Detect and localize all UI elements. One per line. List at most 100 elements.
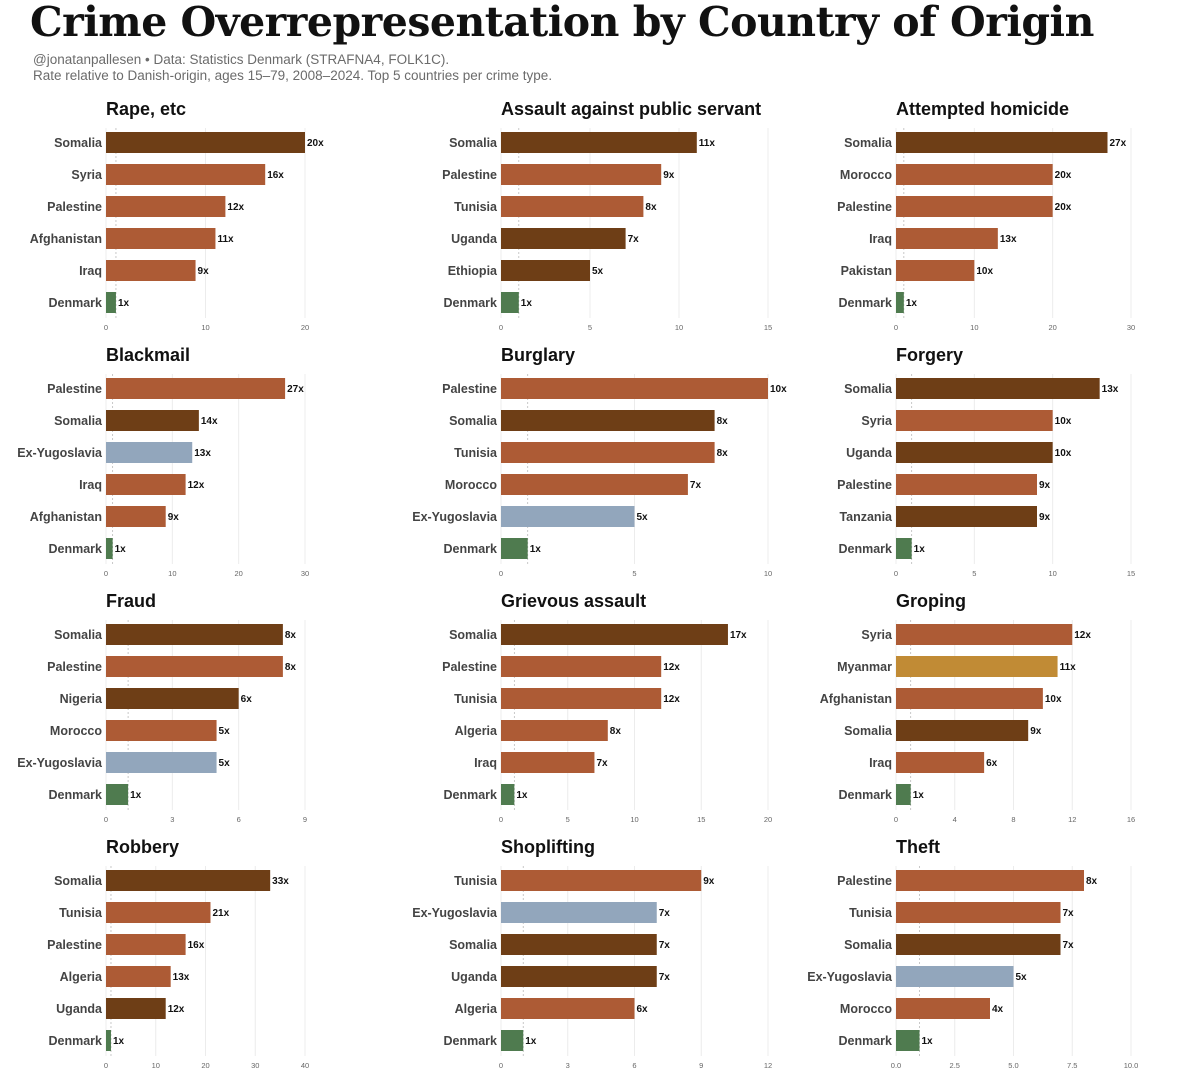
bar-uganda (106, 998, 166, 1019)
tick-label: 10 (630, 815, 638, 824)
tick-label: 3 (566, 1061, 570, 1070)
bar-palestine (896, 474, 1037, 495)
panel-title: Blackmail (106, 345, 190, 365)
data-label: 8x (1086, 876, 1098, 887)
data-label: 1x (525, 1036, 537, 1047)
category-label: Denmark (839, 788, 893, 802)
bar-myanmar (896, 656, 1058, 677)
category-label: Tunisia (59, 906, 103, 920)
tick-label: 6 (632, 1061, 636, 1070)
bar-tunisia (501, 870, 702, 891)
category-label: Uganda (846, 446, 893, 460)
data-label: 11x (699, 138, 716, 149)
bar-denmark (896, 784, 911, 805)
bar-morocco (106, 720, 217, 741)
category-label: Morocco (445, 478, 497, 492)
data-label: 1x (113, 1036, 125, 1047)
data-label: 5x (219, 726, 231, 737)
bar-syria (106, 164, 266, 185)
bar-denmark (501, 538, 528, 559)
bar-denmark (501, 784, 515, 805)
bar-somalia (896, 934, 1061, 955)
bar-somalia (501, 624, 728, 645)
data-label: 9x (168, 512, 180, 523)
category-label: Iraq (869, 232, 892, 246)
data-label: 8x (645, 202, 657, 213)
data-label: 14x (201, 416, 218, 427)
panel-title: Grievous assault (501, 591, 646, 611)
panel-groping: Groping Syria 12x Myanmar 11x Afghanistan 10x S… (820, 591, 1135, 824)
category-label: Denmark (839, 296, 893, 310)
tick-label: 10 (201, 323, 209, 332)
bar-syria (896, 624, 1073, 645)
page-title: Crime Overrepresentation by Country of O… (30, 0, 1094, 46)
bar-somalia (896, 720, 1029, 741)
category-label: Palestine (47, 938, 102, 952)
bar-nigeria (106, 688, 239, 709)
bar-tunisia (501, 688, 662, 709)
tick-label: 20 (301, 323, 309, 332)
category-label: Somalia (449, 938, 498, 952)
bar-afghanistan (896, 688, 1043, 709)
data-label: 20x (307, 138, 324, 149)
category-label: Uganda (451, 970, 498, 984)
tick-label: 2.5 (950, 1061, 960, 1070)
bar-palestine (501, 656, 662, 677)
category-label: Uganda (451, 232, 498, 246)
data-label: 12x (663, 662, 680, 673)
category-label: Iraq (869, 756, 892, 770)
bar-denmark (501, 1030, 524, 1051)
bar-somalia (501, 410, 715, 431)
tick-label: 9 (303, 815, 307, 824)
bar-tunisia (106, 902, 211, 923)
bar-palestine (501, 164, 662, 185)
data-label: 1x (914, 544, 926, 555)
bar-iraq (106, 474, 186, 495)
category-label: Palestine (837, 874, 892, 888)
bar-palestine (106, 934, 186, 955)
category-label: Somalia (844, 136, 893, 150)
tick-label: 0 (104, 815, 108, 824)
category-label: Syria (861, 628, 893, 642)
category-label: Afghanistan (30, 510, 102, 524)
category-label: Somalia (54, 628, 103, 642)
category-label: Palestine (442, 168, 497, 182)
bar-ex-yugoslavia (896, 966, 1014, 987)
data-label: 16x (267, 170, 284, 181)
category-label: Syria (861, 414, 893, 428)
data-label: 1x (118, 298, 130, 309)
data-label: 13x (173, 972, 190, 983)
category-label: Palestine (837, 200, 892, 214)
category-label: Denmark (444, 296, 498, 310)
data-label: 27x (1110, 138, 1127, 149)
bar-ex-yugoslavia (501, 902, 657, 923)
bar-tanzania (896, 506, 1037, 527)
data-label: 10x (976, 266, 993, 277)
bar-iraq (501, 752, 595, 773)
panel-rape-etc: Rape, etc Somalia 20x Syria 16x Palestine 12x A… (30, 99, 324, 332)
tick-label: 30 (301, 569, 309, 578)
tick-label: 0 (499, 1061, 503, 1070)
bar-somalia (896, 378, 1100, 399)
data-label: 8x (717, 416, 729, 427)
data-label: 7x (628, 234, 640, 245)
data-label: 13x (1102, 384, 1119, 395)
category-label: Ex-Yugoslavia (807, 970, 893, 984)
tick-label: 20 (1048, 323, 1056, 332)
tick-label: 5.0 (1008, 1061, 1018, 1070)
tick-label: 10 (168, 569, 176, 578)
category-label: Somalia (449, 414, 498, 428)
category-label: Iraq (79, 478, 102, 492)
tick-label: 10 (764, 569, 772, 578)
data-label: 11x (217, 234, 234, 245)
tick-label: 12 (764, 1061, 772, 1070)
tick-label: 15 (1127, 569, 1135, 578)
tick-label: 5 (588, 323, 592, 332)
tick-label: 10 (1048, 569, 1056, 578)
bar-ethiopia (501, 260, 590, 281)
data-label: 13x (1000, 234, 1017, 245)
tick-label: 10 (970, 323, 978, 332)
panel-fraud: Fraud Somalia 8x Palestine 8x Nigeria 6x Morocc… (17, 591, 307, 824)
category-label: Tanzania (839, 510, 893, 524)
tick-label: 10.0 (1124, 1061, 1139, 1070)
